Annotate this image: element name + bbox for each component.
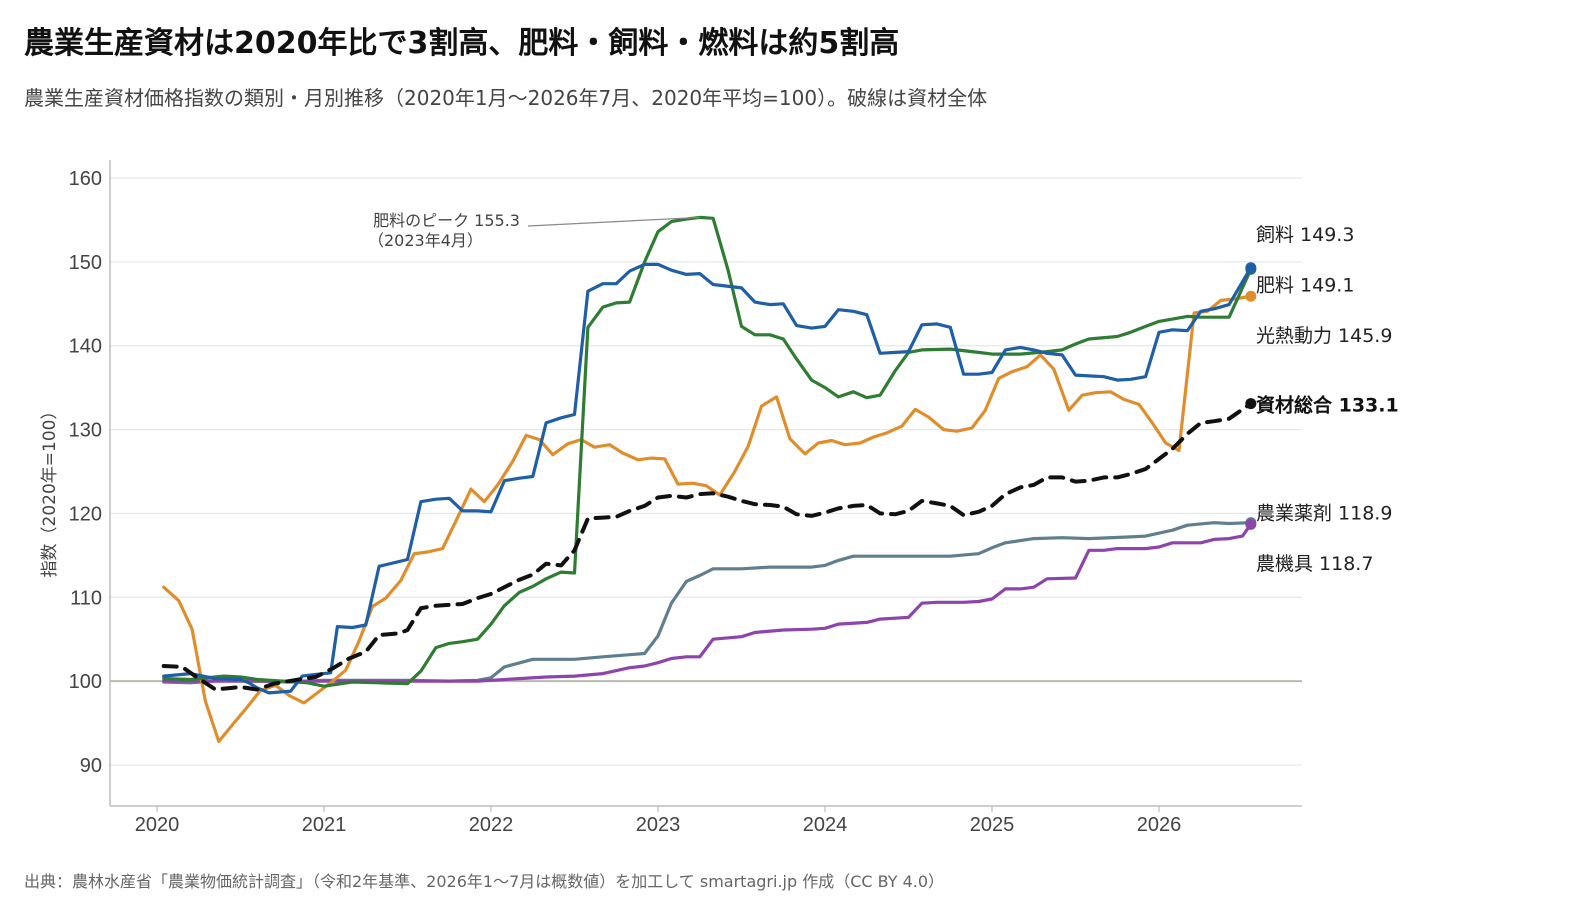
- x-tick-label: 2022: [469, 814, 514, 836]
- y-tick-label: 150: [69, 252, 102, 274]
- annotation-subtext: （2023年4月）: [368, 231, 483, 250]
- series-line-feed: [162, 262, 1253, 695]
- y-tick-label: 120: [69, 503, 102, 525]
- series-line-total: [161, 401, 1253, 692]
- y-tick-label: 110: [70, 587, 102, 609]
- y-tick-label: 140: [69, 336, 102, 358]
- series-lines: [161, 215, 1257, 744]
- end-label-total: 資材総合 133.1: [1256, 393, 1399, 416]
- series-line-fert: [162, 215, 1253, 688]
- annotation-leader-line: [527, 216, 700, 227]
- x-tick-labels: 2020 2021 2022 2023 2024 2025 2026: [135, 814, 1182, 836]
- x-tick-label: 2020: [135, 814, 180, 836]
- series-endpoint-fuel: [1245, 290, 1257, 302]
- end-label-machine: 農機具 118.7: [1256, 553, 1373, 575]
- series-endpoint-total: [1245, 398, 1257, 410]
- annotation-text: 肥料のピーク 155.3: [373, 211, 520, 230]
- series-line-machine: [162, 522, 1253, 683]
- x-tick-label: 2023: [636, 814, 681, 836]
- y-tick-label: 90: [80, 755, 102, 777]
- source-note: 出典：農林水産省「農業物価統計調査」（令和2年基準、2026年1〜7月は概数値）…: [24, 872, 945, 891]
- y-axis-label: 指数（2020年=100）: [40, 403, 60, 578]
- y-tick-label: 100: [69, 671, 102, 693]
- end-label-agchem: 農業薬剤 118.9: [1256, 503, 1392, 525]
- x-tick-label: 2026: [1137, 814, 1182, 836]
- x-tick-label: 2025: [970, 814, 1015, 836]
- x-tick-label: 2024: [803, 814, 848, 836]
- end-label-fuel: 光熱動力 145.9: [1256, 325, 1392, 347]
- end-label-feed: 飼料 149.3: [1256, 224, 1354, 246]
- end-label-fert: 肥料 149.1: [1256, 274, 1354, 296]
- series-line-fuel: [162, 294, 1253, 744]
- series-line-agchem: [162, 521, 1253, 685]
- end-labels: 飼料 149.3 肥料 149.1 光熱動力 145.9 資材総合 133.1 農業薬剤…: [1256, 224, 1399, 575]
- x-tick-label: 2021: [302, 814, 347, 836]
- y-tick-labels: 90 100 110 120 130 140 150 160: [69, 168, 102, 777]
- y-tick-label: 130: [69, 420, 102, 442]
- y-tick-label: 160: [69, 168, 102, 190]
- series-endpoint-feed: [1245, 262, 1257, 274]
- chart-subtitle: 農業生産資材価格指数の類別・月別推移（2020年1月〜2026年7月、2020年…: [24, 86, 988, 110]
- peak-annotation: 肥料のピーク 155.3（2023年4月）: [368, 211, 700, 250]
- series-endpoint-machine: [1245, 518, 1257, 530]
- axes: [109, 160, 1302, 812]
- chart-title: 農業生産資材は2020年比で3割高、肥料・飼料・燃料は約5割高: [24, 26, 900, 61]
- gridlines: [110, 177, 1302, 766]
